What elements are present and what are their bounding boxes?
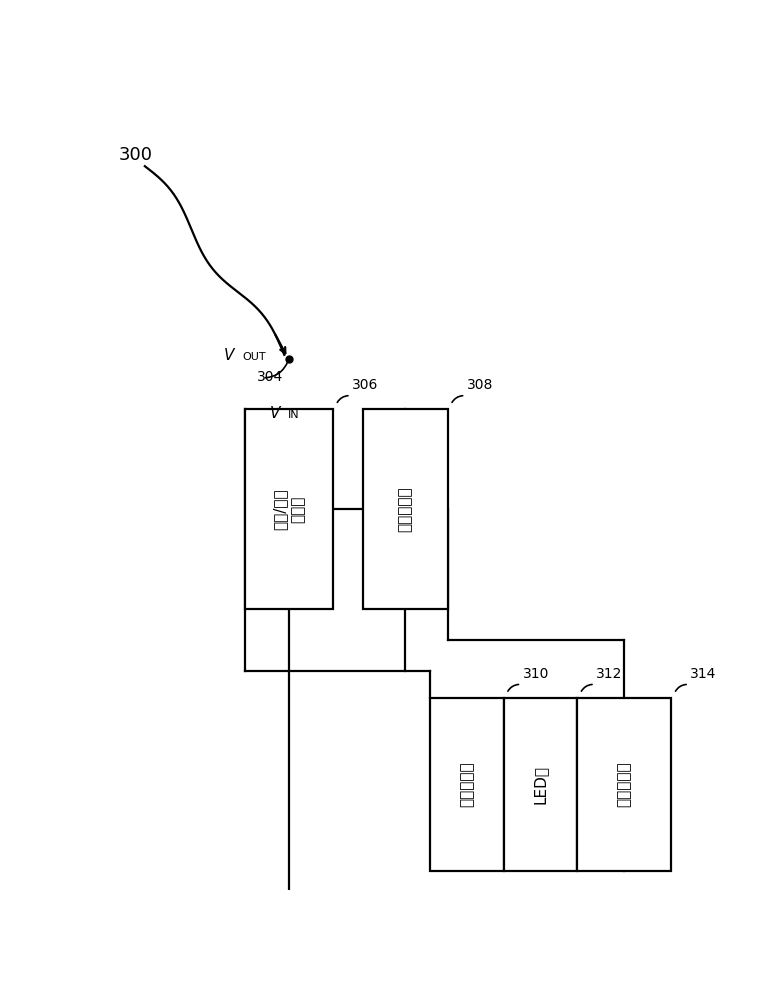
- Text: LED钉: LED钉: [533, 765, 548, 804]
- Text: $V$: $V$: [269, 405, 282, 421]
- Text: 304: 304: [257, 370, 283, 384]
- Text: 调光控制器: 调光控制器: [398, 486, 413, 532]
- Text: 电力转换器: 电力转换器: [459, 761, 474, 807]
- Text: OUT: OUT: [243, 352, 266, 362]
- Text: 312: 312: [596, 667, 622, 681]
- Bar: [504, 698, 578, 871]
- Bar: [363, 409, 448, 609]
- Text: 交流/直流
转换器: 交流/直流 转换器: [272, 488, 305, 530]
- Bar: [430, 698, 504, 871]
- Text: 308: 308: [467, 378, 493, 392]
- Text: 300: 300: [118, 146, 153, 164]
- Bar: [245, 409, 333, 609]
- Text: 电流监测器: 电流监测器: [617, 761, 631, 807]
- Text: IN: IN: [288, 410, 300, 420]
- Text: 306: 306: [352, 378, 378, 392]
- Text: 310: 310: [522, 667, 549, 681]
- Text: 314: 314: [690, 667, 716, 681]
- Text: $V$: $V$: [222, 347, 236, 363]
- Bar: [577, 698, 671, 871]
